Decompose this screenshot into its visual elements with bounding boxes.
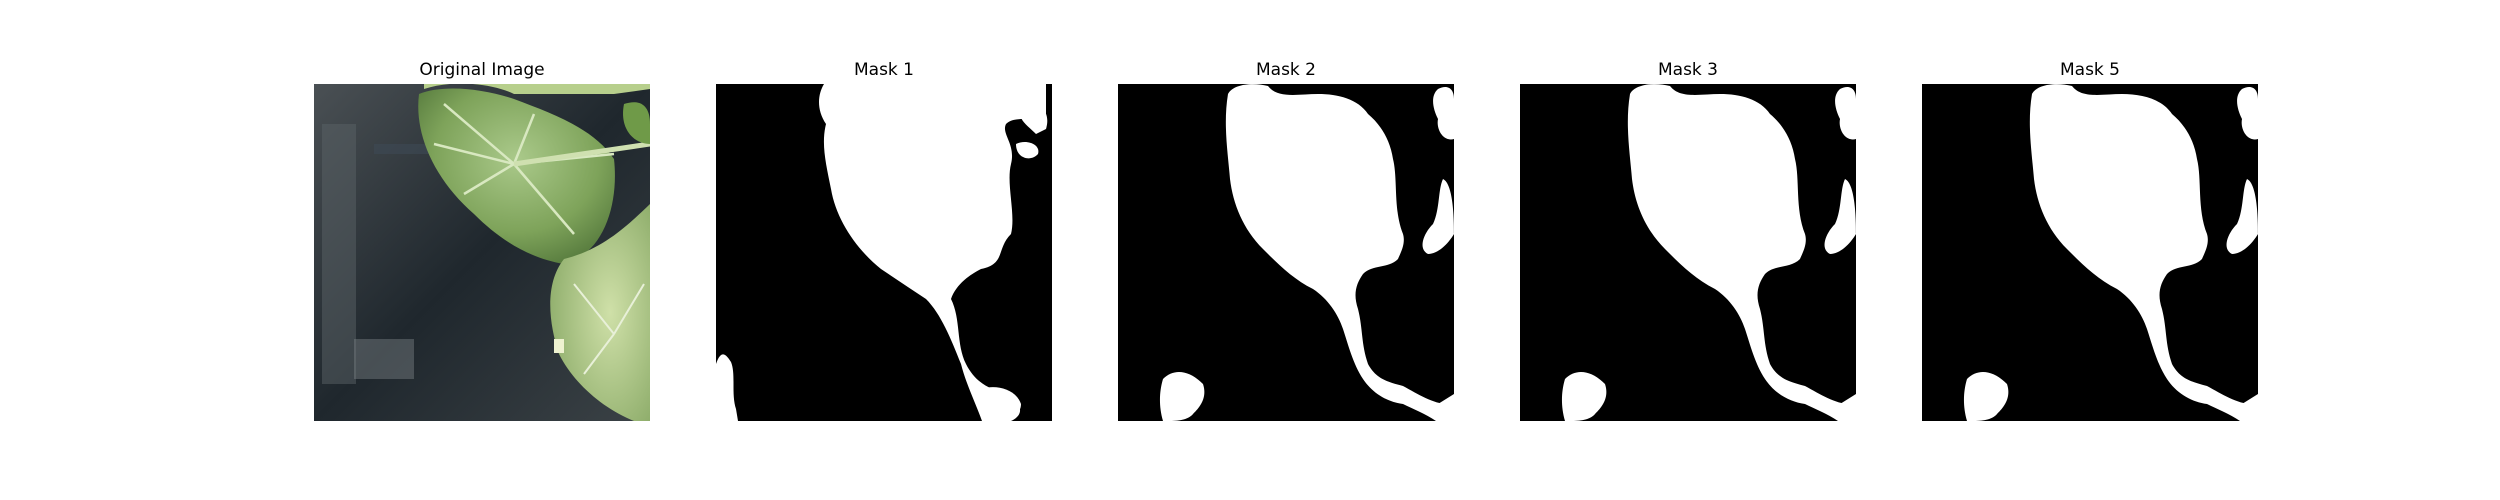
original-image bbox=[314, 84, 650, 421]
mask-image bbox=[1922, 84, 2258, 421]
mask-image bbox=[716, 84, 1052, 421]
panel-title: Mask 1 bbox=[853, 60, 914, 80]
panel-title: Mask 5 bbox=[2059, 60, 2120, 80]
panel-title: Mask 3 bbox=[1657, 60, 1718, 80]
panel-title: Original Image bbox=[419, 60, 545, 80]
mask-image bbox=[1118, 84, 1454, 421]
mask-image bbox=[1520, 84, 1856, 421]
panel-title: Mask 2 bbox=[1255, 60, 1316, 80]
